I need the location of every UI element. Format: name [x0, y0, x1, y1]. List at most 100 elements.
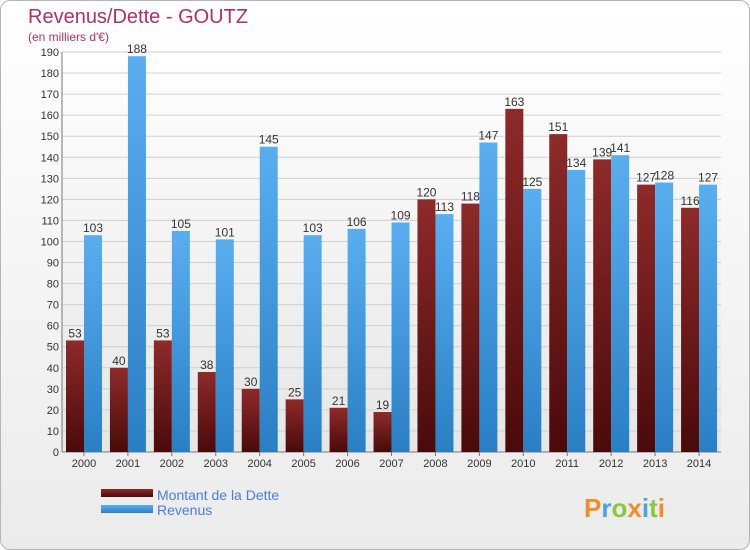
bar-dette [637, 184, 656, 452]
chart-subtitle: (en milliers d'€) [28, 30, 109, 44]
bar-dette [461, 203, 480, 452]
x-tick-label: 2000 [72, 458, 96, 470]
data-label-dette: 139 [592, 145, 612, 159]
x-tick-label: 2003 [204, 458, 228, 470]
legend-swatch-debt [101, 489, 153, 497]
y-tick-label: 160 [41, 110, 59, 122]
x-tick-label: 2001 [116, 458, 140, 470]
bar-dette [373, 412, 392, 452]
y-tick-label: 30 [47, 384, 59, 396]
bar-revenus [391, 222, 410, 452]
x-tick-label: 2014 [687, 458, 711, 470]
data-label-dette: 118 [461, 190, 480, 204]
bar-revenus [303, 235, 322, 452]
y-tick-label: 70 [47, 300, 59, 312]
proxiti-logo: Proxiti [584, 493, 665, 523]
legend-swatch-revenus [101, 505, 153, 513]
bar-revenus [523, 188, 542, 452]
bar-dette [285, 399, 304, 452]
bar-dette [505, 108, 524, 452]
y-tick-label: 120 [41, 194, 59, 206]
data-label-dette: 116 [680, 194, 699, 208]
data-label-dette: 38 [200, 358, 214, 372]
bar-revenus [567, 169, 586, 453]
y-tick-label: 140 [41, 152, 59, 164]
data-label-dette: 21 [332, 394, 346, 408]
data-label-dette: 30 [244, 375, 258, 389]
y-tick-label: 60 [47, 321, 59, 333]
data-label-revenus: 103 [83, 221, 103, 235]
data-label-dette: 120 [416, 185, 436, 199]
y-tick-label: 20 [47, 405, 59, 417]
data-label-revenus: 147 [478, 129, 498, 143]
x-tick-label: 2010 [511, 458, 535, 470]
y-tick-label: 10 [47, 426, 59, 438]
data-label-revenus: 134 [566, 156, 586, 170]
bar-dette [417, 199, 436, 452]
data-label-dette: 25 [288, 385, 302, 399]
legend-label-debt: Montant de la Dette [157, 487, 279, 503]
bar-revenus [171, 230, 190, 452]
x-tick-label: 2012 [599, 458, 623, 470]
bar-revenus [699, 184, 718, 452]
y-tick-label: 130 [41, 173, 59, 185]
y-tick-label: 110 [41, 215, 59, 227]
data-label-dette: 151 [548, 120, 568, 134]
x-tick-label: 2011 [555, 458, 579, 470]
bar-dette [241, 388, 260, 452]
x-tick-label: 2002 [160, 458, 184, 470]
data-label-revenus: 141 [610, 141, 630, 155]
y-tick-label: 100 [41, 236, 59, 248]
bar-revenus [611, 155, 630, 452]
data-label-revenus: 128 [654, 169, 674, 183]
data-label-revenus: 127 [698, 171, 718, 185]
x-tick-label: 2013 [643, 458, 667, 470]
x-tick-label: 2007 [379, 458, 403, 470]
legend: Montant de la Dette Revenus [101, 487, 279, 518]
x-tick-label: 2004 [247, 458, 271, 470]
y-tick-label: 180 [41, 68, 59, 80]
bar-dette [197, 372, 216, 452]
y-tick-label: 90 [47, 258, 59, 270]
data-label-revenus: 113 [435, 200, 454, 214]
data-label-revenus: 106 [347, 215, 367, 229]
data-label-revenus: 105 [171, 217, 191, 231]
bar-revenus [84, 235, 102, 452]
data-label-revenus: 145 [259, 133, 279, 147]
bar-dette [593, 159, 612, 453]
data-label-revenus: 109 [391, 209, 411, 223]
data-label-revenus: 188 [127, 42, 147, 56]
chart-title: Revenus/Dette - GOUTZ [28, 6, 248, 28]
bar-revenus [479, 142, 498, 453]
bar-dette [549, 134, 568, 452]
bar-revenus [655, 182, 674, 453]
data-label-dette: 163 [504, 95, 524, 109]
y-tick-label: 80 [47, 279, 59, 291]
data-label-dette: 19 [376, 398, 390, 412]
data-label-revenus: 103 [303, 221, 323, 235]
data-label-dette: 53 [156, 326, 170, 340]
y-tick-label: 40 [47, 363, 59, 375]
bar-revenus [347, 228, 366, 452]
bar-dette [153, 340, 172, 452]
y-tick-label: 170 [41, 89, 59, 101]
data-label-revenus: 125 [522, 175, 542, 189]
x-tick-label: 2005 [291, 458, 315, 470]
y-tick-label: 0 [53, 447, 59, 459]
x-tick-label: 2006 [335, 458, 359, 470]
data-label-dette: 53 [68, 326, 82, 340]
data-label-revenus: 101 [215, 225, 235, 239]
x-tick-label: 2009 [467, 458, 491, 470]
logo-text: Proxiti [584, 493, 665, 523]
bar-revenus [127, 56, 146, 453]
y-tick-label: 150 [41, 131, 59, 143]
y-tick-label: 50 [47, 342, 59, 354]
data-label-dette: 127 [636, 171, 656, 185]
bar-dette [681, 207, 700, 452]
bar-revenus [215, 239, 234, 452]
bar-dette [66, 340, 84, 452]
bar-revenus [435, 214, 454, 452]
bar-dette [109, 367, 128, 452]
